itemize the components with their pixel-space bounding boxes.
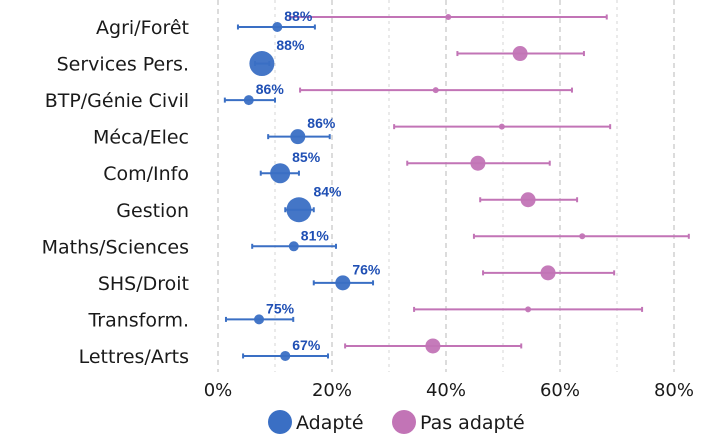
adapte-point[interactable] <box>335 275 351 291</box>
pas-adapte-point-group <box>288 14 608 20</box>
adapte-point-group <box>242 350 330 361</box>
pas-adapte-point[interactable] <box>520 192 536 208</box>
adapte-point[interactable] <box>290 129 306 145</box>
adapte-data-label: 84% <box>313 183 342 199</box>
legend-label-pas-adapte: Pas adapté <box>420 412 525 434</box>
adapte-point[interactable] <box>280 350 291 361</box>
category-label: Maths/Sciences <box>42 236 189 258</box>
series-adapte <box>223 22 375 361</box>
adapte-point-group <box>249 51 275 77</box>
legend-marker-pas-adapte <box>392 410 416 434</box>
adapte-point-group <box>236 22 316 32</box>
adapte-data-label: 67% <box>292 337 321 353</box>
legend-item-pas-adapte[interactable]: Pas adapté <box>392 410 525 434</box>
adapte-point[interactable] <box>254 314 265 325</box>
legend-item-adapte[interactable]: Adapté <box>268 410 364 434</box>
category-label: Agri/Forêt <box>96 17 189 39</box>
adapte-data-label: 76% <box>352 261 381 277</box>
pas-adapte-point[interactable] <box>579 233 586 240</box>
adapte-data-label: 85% <box>292 149 321 165</box>
pas-adapte-point-group <box>472 233 690 240</box>
x-tick-label: 20% <box>312 380 352 401</box>
category-label: Lettres/Arts <box>79 346 189 368</box>
pas-adapte-point[interactable] <box>525 306 532 313</box>
legend-marker-adapte <box>268 410 292 434</box>
category-labels: Agri/Forêt Services Pers. BTP/Génie Civil M… <box>42 17 189 368</box>
adapte-point-group <box>259 163 300 184</box>
pas-adapte-point[interactable] <box>432 87 439 94</box>
x-axis-tick-labels: 0% 20% 40% 60% 80% <box>204 380 694 401</box>
pas-adapte-point[interactable] <box>498 123 505 130</box>
x-tick-label: 60% <box>540 380 580 401</box>
adapte-point[interactable] <box>270 163 291 184</box>
series-pas-adapte <box>288 14 690 354</box>
category-label: Com/Info <box>103 163 189 185</box>
pas-adapte-point-group <box>299 87 573 94</box>
adapte-point-group <box>284 197 315 223</box>
adapte-point-group <box>223 95 276 106</box>
pas-adapte-point[interactable] <box>512 46 528 62</box>
pas-adapte-point-group <box>479 192 579 208</box>
x-tick-label: 0% <box>204 380 233 401</box>
category-label: Services Pers. <box>57 54 189 76</box>
adapte-point-group <box>312 275 375 291</box>
adapte-point[interactable] <box>272 22 283 32</box>
adapte-data-label: 88% <box>276 37 305 53</box>
legend: Adapté Pas adapté <box>268 410 525 434</box>
pas-adapte-point[interactable] <box>425 338 441 354</box>
legend-label-adapte: Adapté <box>296 412 364 434</box>
pas-adapte-point-group <box>393 123 612 130</box>
category-label: Transform. <box>87 309 189 331</box>
adapte-point[interactable] <box>286 197 312 223</box>
adapte-point[interactable] <box>288 241 299 252</box>
adapte-data-label: 81% <box>301 227 330 243</box>
pas-adapte-point-group <box>456 46 585 62</box>
adapte-data-label: 75% <box>266 300 295 316</box>
pas-adapte-point[interactable] <box>470 155 486 171</box>
adapte-data-label: 86% <box>307 115 336 131</box>
pas-adapte-point[interactable] <box>540 265 556 281</box>
adapte-data-label: 88% <box>284 8 313 24</box>
category-label: SHS/Droit <box>98 273 189 295</box>
adapte-point-group <box>267 129 331 145</box>
adapte-point-group <box>251 241 337 252</box>
pas-adapte-point-group <box>413 306 644 313</box>
adapte-point[interactable] <box>249 51 275 77</box>
adapte-data-label: 86% <box>256 81 285 97</box>
x-tick-label: 40% <box>426 380 466 401</box>
data-labels: 88% 88% 86% 86% 85% 84% 81% 76% 75% 67% <box>256 8 381 353</box>
category-label: Gestion <box>116 200 189 222</box>
pas-adapte-point-group <box>344 338 523 354</box>
category-label: BTP/Génie Civil <box>45 90 189 112</box>
adapte-point[interactable] <box>243 95 254 106</box>
pas-adapte-point[interactable] <box>445 14 452 20</box>
adapte-point-group <box>224 314 295 325</box>
x-tick-label: 80% <box>654 380 694 401</box>
pas-adapte-point-group <box>482 265 616 281</box>
pas-adapte-point-group <box>406 155 551 171</box>
category-label: Méca/Elec <box>93 127 189 149</box>
